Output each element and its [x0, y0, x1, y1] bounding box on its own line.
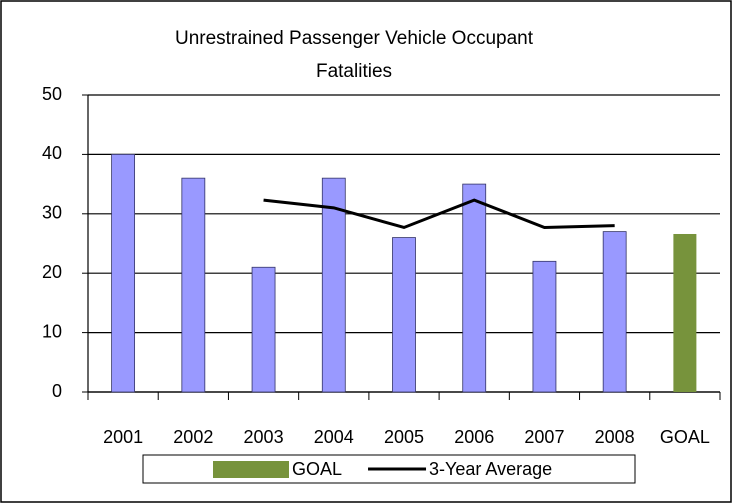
x-tick-label: GOAL	[660, 427, 710, 447]
x-tick-label: 2006	[454, 427, 494, 447]
y-tick-label: 10	[42, 321, 62, 341]
y-tick-label: 40	[42, 143, 62, 163]
bar	[111, 153, 136, 393]
legend-label: GOAL	[292, 459, 342, 479]
bar	[321, 177, 346, 393]
y-tick-label: 0	[52, 381, 62, 401]
x-tick-label: 2005	[384, 427, 424, 447]
x-tick-label: 2001	[103, 427, 143, 447]
y-tick-label: 30	[42, 203, 62, 223]
bar	[392, 237, 416, 393]
bar	[602, 231, 627, 393]
bar	[251, 266, 276, 393]
bar	[181, 177, 206, 393]
x-tick-label: 2007	[524, 427, 564, 447]
bar	[532, 260, 557, 393]
x-tick-label: 2003	[244, 427, 284, 447]
x-tick-label: 2008	[595, 427, 635, 447]
y-tick-label: 20	[42, 262, 62, 282]
chart-title: Unrestrained Passenger Vehicle Occupant …	[174, 28, 534, 82]
y-tick-label: 50	[42, 84, 62, 104]
legend-label: 3-Year Average	[429, 459, 552, 479]
legend-swatch	[213, 461, 289, 478]
bar	[462, 183, 487, 393]
bar	[673, 233, 697, 392]
line-series	[263, 198, 615, 230]
x-tick-label: 2002	[173, 427, 213, 447]
x-tick-label: 2004	[314, 427, 354, 447]
